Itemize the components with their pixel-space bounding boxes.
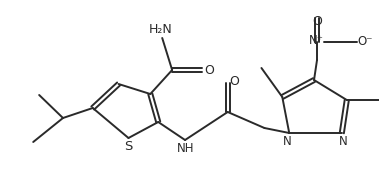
- Text: O⁻: O⁻: [357, 35, 373, 48]
- Text: O: O: [312, 15, 322, 28]
- Text: N: N: [283, 135, 292, 148]
- Text: O: O: [204, 64, 214, 77]
- Text: O: O: [230, 75, 239, 88]
- Text: N: N: [339, 135, 348, 148]
- Text: S: S: [124, 140, 133, 153]
- Text: NH: NH: [177, 142, 195, 155]
- Text: H₂N: H₂N: [149, 23, 172, 36]
- Text: N⁺: N⁺: [309, 34, 324, 47]
